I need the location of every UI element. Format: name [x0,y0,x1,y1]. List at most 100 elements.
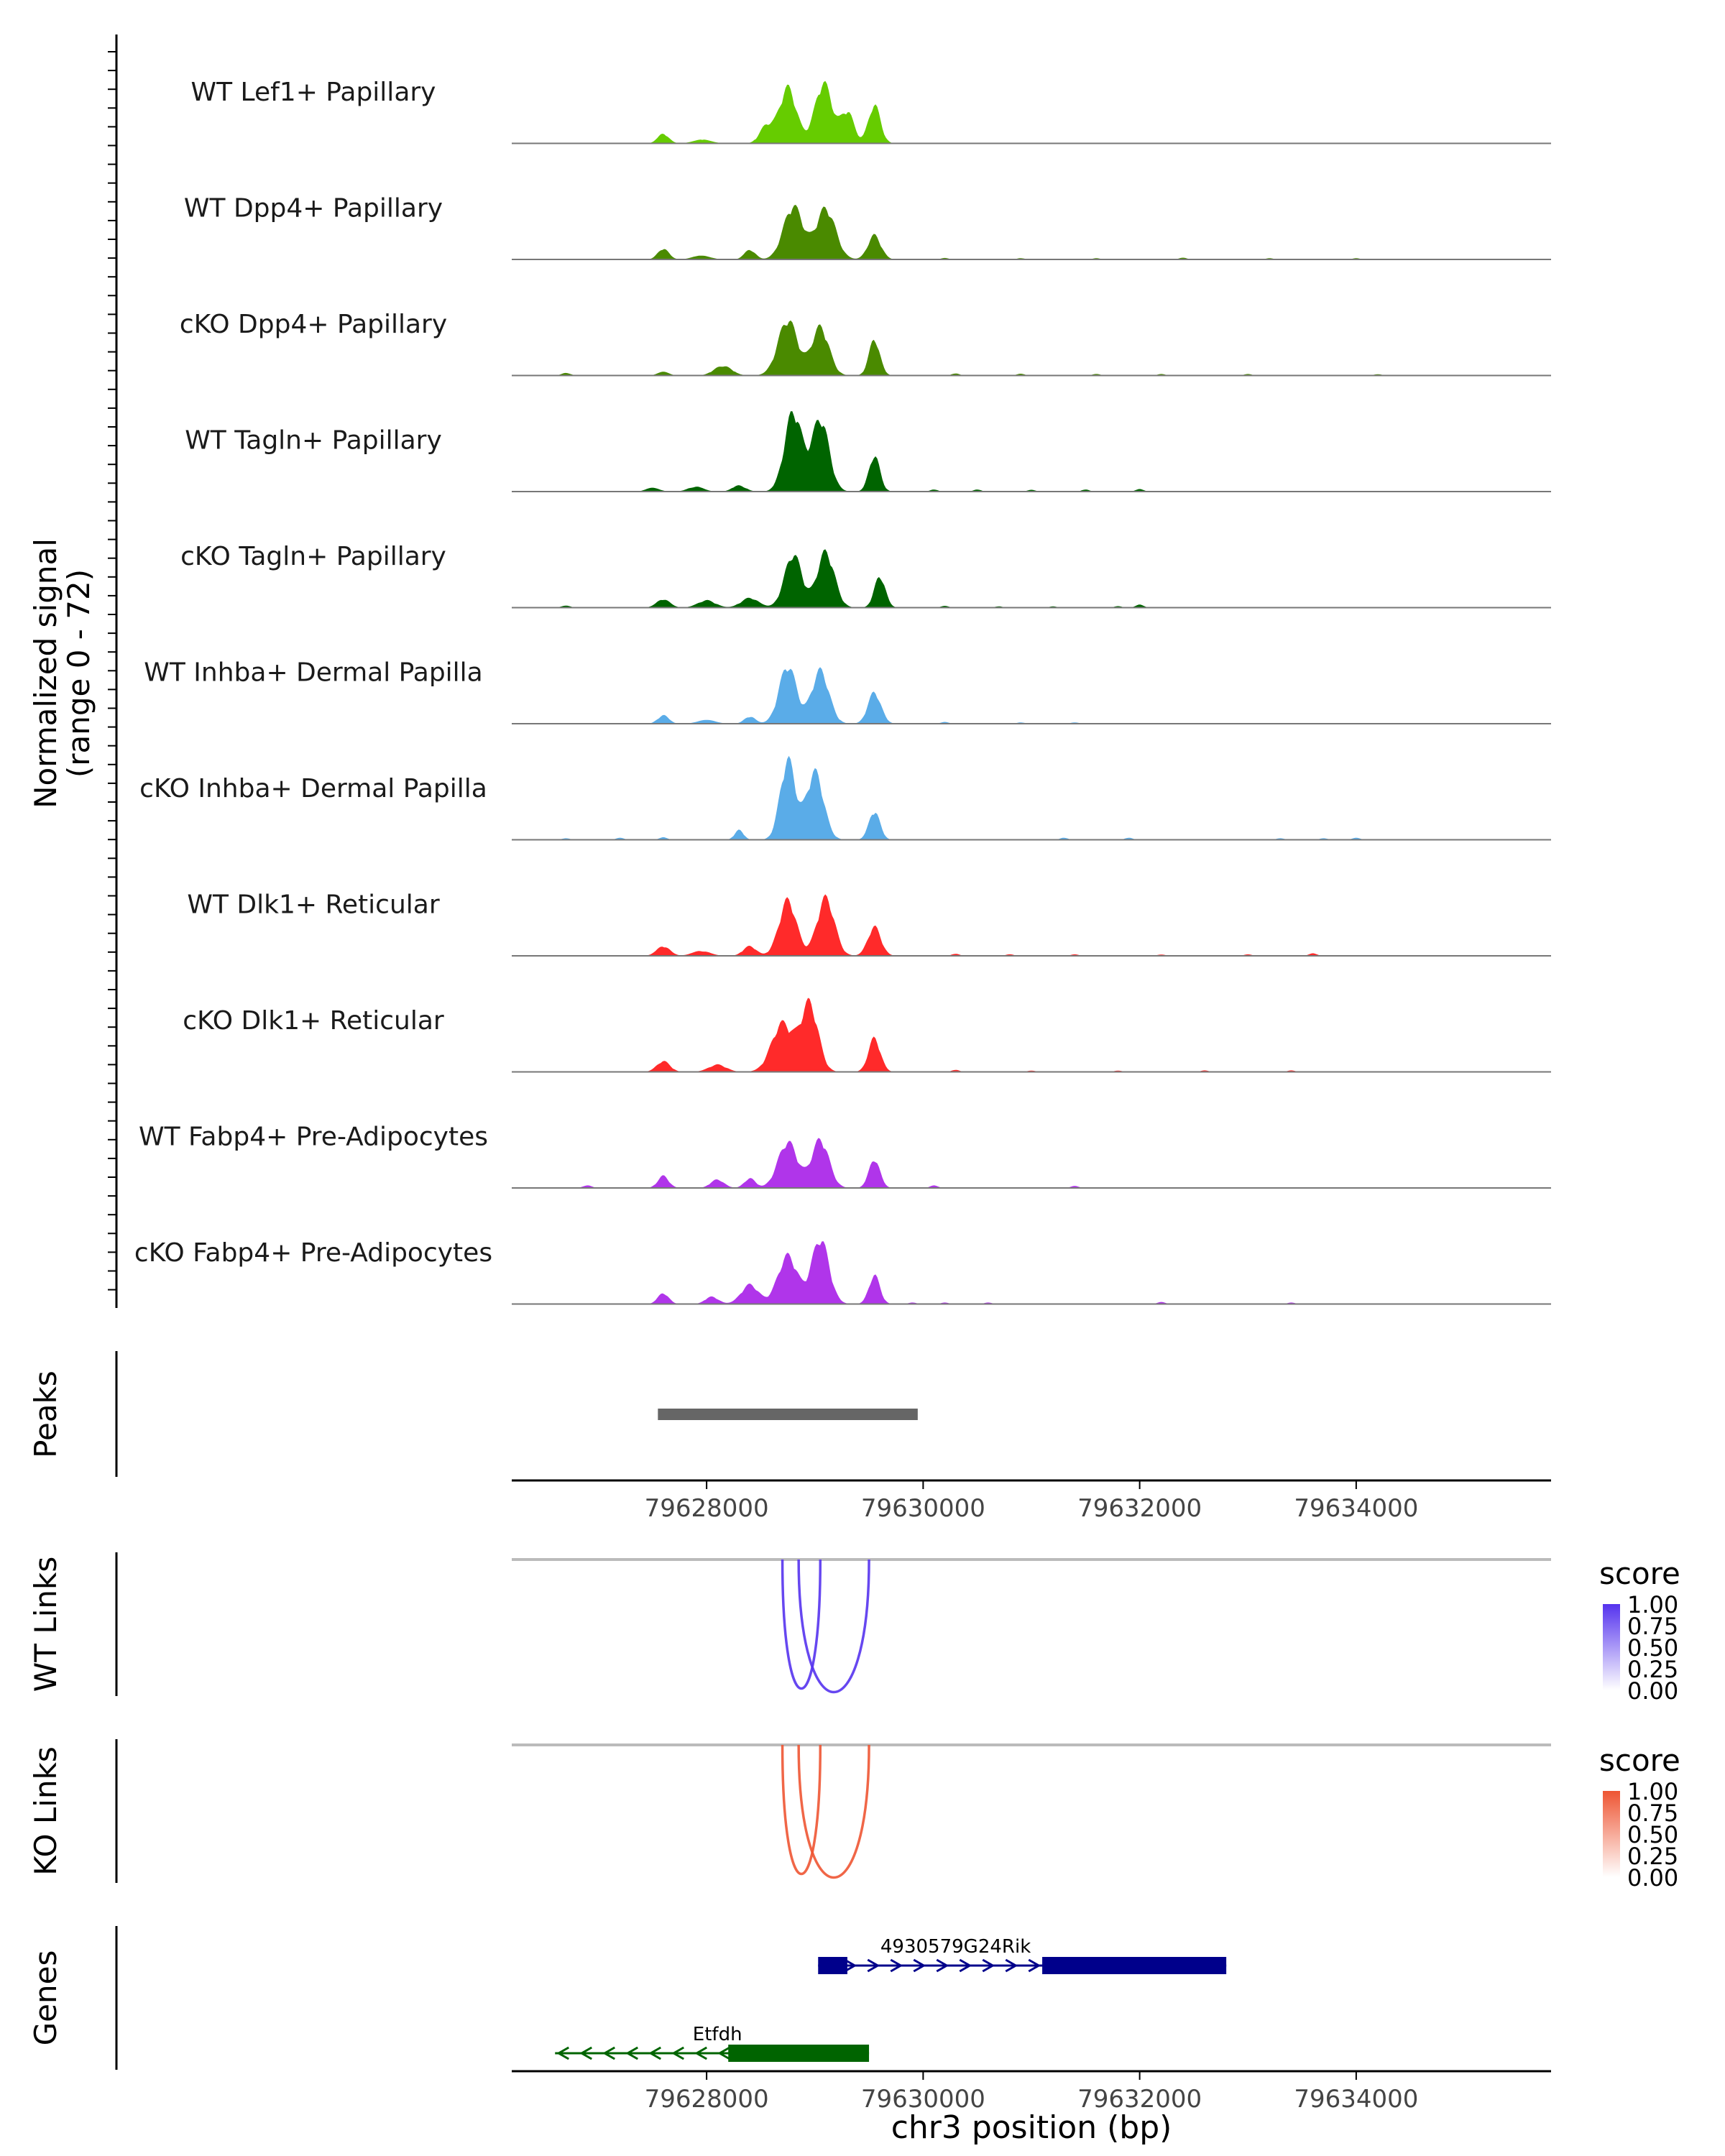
peaks-section: Peaks 79628000 79630000 79632000 79634000 [28,1351,1551,1523]
track-label: WT Tagln+ Papillary [185,426,442,456]
x-tick-label: 79634000 [1294,1494,1418,1523]
coverage-area [512,205,1551,259]
legend-tick-label: 0.00 [1627,1677,1678,1705]
coverage-area [512,549,1551,608]
track-label: WT Lef1+ Papillary [191,78,436,107]
x-axis-label: chr3 position (bp) [891,2109,1172,2146]
gene-models: 4930579G24Rik Etfdh [555,1936,1227,2062]
strand-arrow [913,1958,926,1973]
coverage-y-label: Normalized signal [28,538,63,808]
strand-arrow [671,2046,684,2060]
strand-arrow [1028,1958,1041,1973]
link-arc [797,1744,870,1879]
coverage-tracks: WT Lef1+ Papillary WT Dpp4+ Papillary cKO … [134,78,1551,1305]
gene-name: 4930579G24Rik [880,1936,1031,1958]
ko-links-label: KO Links [28,1746,63,1876]
ko-legend-ticks: 1.000.750.500.250.00 [1627,1778,1678,1892]
coverage-area [512,1241,1551,1304]
x-tick-label: 79630000 [861,1494,985,1523]
strand-arrow [890,1958,903,1973]
coverage-y-label-range: (range 0 - 72) [61,569,96,778]
wt-score-legend: score 1.000.750.500.250.00 [1599,1556,1680,1705]
track-label: cKO Tagln+ Papillary [180,542,446,571]
track-label: cKO Inhba+ Dermal Papilla [139,774,487,803]
strand-arrow [694,2046,707,2060]
x-tick-label: 79630000 [861,2085,985,2114]
x-tick-label: 79632000 [1077,2085,1202,2114]
track-label: cKO Dpp4+ Papillary [180,310,447,339]
wt-legend-title: score [1599,1556,1680,1591]
track-label: WT Inhba+ Dermal Papilla [144,658,482,688]
coverage-track: WT Dpp4+ Papillary [184,194,1551,260]
strand-arrow [959,1958,972,1973]
coverage-area [512,667,1551,724]
strand-arrow [844,1958,857,1973]
legend-tick-label: 0.25 [1627,1656,1678,1683]
coverage-track: cKO Inhba+ Dermal Papilla [139,755,1551,841]
strand-arrow [602,2046,615,2060]
genes-x-ticks: 79628000 79630000 79632000 79634000 [645,2071,1418,2114]
track-label: cKO Fabp4+ Pre-Adipocytes [134,1238,492,1268]
coverage-track: cKO Tagln+ Papillary [180,542,1551,609]
strand-arrow [556,2046,569,2060]
x-tick-label: 79628000 [645,2085,769,2114]
legend-tick-label: 0.50 [1627,1634,1678,1662]
link-arc [797,1559,870,1693]
wt-legend-colorbar [1603,1604,1620,1690]
ko-score-legend: score 1.000.750.500.250.00 [1599,1743,1680,1892]
strand-arrow [1005,1958,1018,1973]
coverage-y-ticks [108,51,116,1291]
coverage-area [512,1138,1551,1188]
ko-legend-title: score [1599,1743,1680,1778]
gene-name: Etfdh [693,2024,742,2045]
legend-tick-label: 0.75 [1627,1800,1678,1827]
peaks-label: Peaks [28,1370,63,1458]
coverage-track: cKO Dlk1+ Reticular [183,998,1551,1073]
coverage-area [512,320,1551,376]
link-arc [781,1744,822,1876]
track-label: WT Dlk1+ Reticular [187,890,439,920]
strand-arrow [936,1958,949,1973]
coverage-track: WT Fabp4+ Pre-Adipocytes [139,1123,1551,1189]
legend-tick-label: 0.75 [1627,1613,1678,1640]
peak-bar [658,1409,918,1420]
wt-links-section: WT Links score 1.000.750.500.250.00 [28,1552,1680,1705]
wt-links-label: WT Links [28,1557,63,1692]
track-label: WT Fabp4+ Pre-Adipocytes [139,1123,488,1152]
wt-legend-ticks: 1.000.750.500.250.00 [1627,1591,1678,1705]
strand-arrow [579,2046,592,2060]
coverage-area [512,411,1551,492]
gene-exon [728,2045,870,2062]
legend-tick-label: 0.50 [1627,1821,1678,1848]
track-label: WT Dpp4+ Papillary [184,194,443,224]
strand-arrow [717,2046,730,2060]
coverage-track: WT Inhba+ Dermal Papilla [144,658,1551,724]
coverage-track: WT Dlk1+ Reticular [187,890,1551,957]
ko-links-section: KO Links score 1.000.750.500.250.00 [28,1739,1680,1892]
coverage-track: WT Tagln+ Papillary [185,411,1551,492]
x-tick-label: 79634000 [1294,2085,1418,2114]
gene-model: Etfdh [555,2024,870,2062]
strand-arrow [648,2046,661,2060]
genes-section: Genes 4930579G24Rik Etfdh 79628000 7963000… [28,1926,1551,2146]
genes-label: Genes [28,1950,63,2046]
coverage-area [512,998,1551,1072]
gene-exon [1042,1957,1227,1974]
peaks-bars [658,1409,918,1420]
coverage-track: cKO Dpp4+ Papillary [180,310,1551,377]
legend-tick-label: 1.00 [1627,1778,1678,1805]
track-label: cKO Dlk1+ Reticular [183,1006,444,1036]
strand-arrow [625,2046,638,2060]
x-tick-label: 79628000 [645,1494,769,1523]
gene-model: 4930579G24Rik [818,1936,1227,1974]
ko-link-arcs [781,1744,870,1879]
ko-legend-colorbar [1603,1791,1620,1877]
coverage-area [512,80,1551,144]
gene-exon [818,1957,847,1974]
strand-arrow [982,1958,995,1973]
strand-arrow [867,1958,880,1973]
coverage-area [512,755,1551,840]
wt-link-arcs [781,1559,870,1693]
legend-tick-label: 0.25 [1627,1843,1678,1870]
legend-tick-label: 1.00 [1627,1591,1678,1618]
